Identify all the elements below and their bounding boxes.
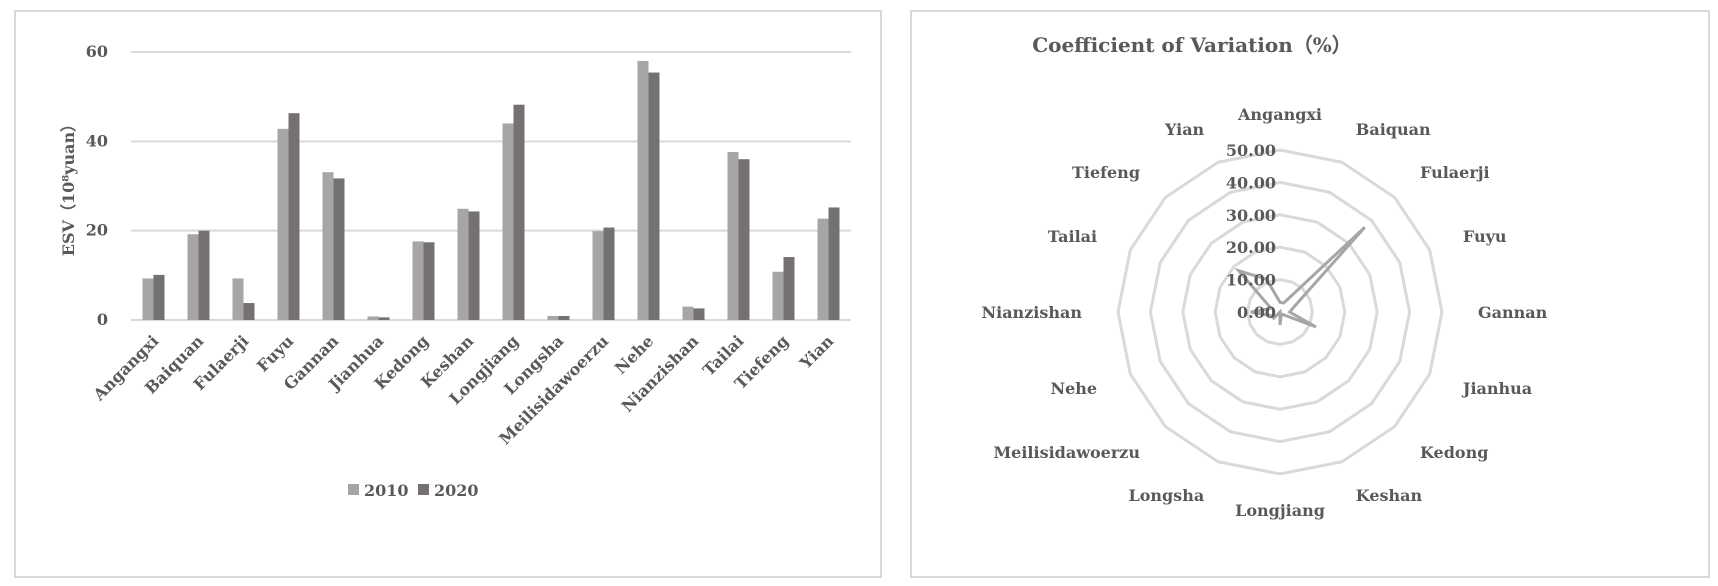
radar-category-label: Yian bbox=[1164, 120, 1205, 139]
legend-label: 2020 bbox=[434, 481, 479, 500]
bar-2010 bbox=[637, 60, 649, 320]
bar-2010 bbox=[592, 231, 604, 320]
radar-category-label: Nianzishan bbox=[981, 303, 1082, 322]
bar-2010 bbox=[277, 128, 289, 320]
radar-category-label: Tiefeng bbox=[1072, 163, 1140, 182]
radar-category-label: Longsha bbox=[1128, 486, 1204, 505]
bar-2020 bbox=[603, 227, 615, 320]
radar-category-label: Fuyu bbox=[1463, 227, 1507, 246]
bar-2020 bbox=[423, 242, 435, 320]
radar-chart-panel: Coefficient of Variation（%） 0.00 10.00 20.0… bbox=[910, 10, 1710, 578]
radar-category-label: Meilisidawoerzu bbox=[993, 443, 1140, 462]
radar-category-label: Baiquan bbox=[1356, 120, 1431, 139]
legend-swatch bbox=[418, 484, 429, 495]
bar-2010 bbox=[817, 218, 829, 320]
x-tick-label: Yian bbox=[795, 331, 837, 373]
bar-2020 bbox=[333, 178, 345, 320]
bar-2010 bbox=[322, 172, 334, 320]
bar-2020 bbox=[738, 159, 750, 320]
radar-category-label: Gannan bbox=[1478, 303, 1548, 322]
bar-2010 bbox=[772, 271, 784, 320]
y-tick-label: 60 bbox=[86, 42, 108, 61]
y-tick-label: 0 bbox=[97, 310, 108, 329]
radial-tick-label: 10.00 bbox=[1226, 271, 1276, 290]
chart-title: Coefficient of Variation（%） bbox=[1032, 33, 1352, 57]
radar-ring bbox=[1148, 180, 1412, 444]
bar-2010 bbox=[187, 234, 199, 320]
bar-2010 bbox=[682, 306, 694, 320]
y-tick-label: 20 bbox=[86, 221, 108, 240]
bar-2020 bbox=[378, 317, 390, 320]
radar-chart: Coefficient of Variation（%） 0.00 10.00 20.0… bbox=[981, 33, 1548, 520]
bar-2020 bbox=[243, 303, 255, 320]
radar-category-label: Tailai bbox=[1048, 227, 1097, 246]
radar-category-label: Kedong bbox=[1420, 443, 1488, 462]
bar-2020 bbox=[288, 113, 300, 321]
y-tick-label: 40 bbox=[86, 131, 108, 150]
bar-2010 bbox=[727, 152, 739, 320]
bar-2020 bbox=[648, 72, 660, 320]
radial-tick-label: 50.00 bbox=[1226, 141, 1276, 160]
radar-category-label: Angangxi bbox=[1237, 105, 1322, 124]
radar-category-label: Nehe bbox=[1050, 379, 1097, 398]
legend-swatch bbox=[348, 484, 359, 495]
bar-2020 bbox=[693, 308, 705, 320]
bar-2020 bbox=[828, 207, 840, 320]
radial-tick-label: 20.00 bbox=[1226, 238, 1276, 257]
radar-category-label: Keshan bbox=[1356, 486, 1423, 505]
bar-chart: 0204060ESV（10⁸yuan）AngangxiBaiquanFulaer… bbox=[59, 42, 851, 500]
bar-2020 bbox=[468, 211, 480, 320]
bar-2020 bbox=[153, 274, 165, 320]
radar-category-label: Jianhua bbox=[1461, 379, 1532, 398]
bar-2010 bbox=[142, 278, 154, 320]
bar-2010 bbox=[232, 278, 244, 320]
bar-2020 bbox=[513, 104, 525, 320]
y-axis-label: ESV（10⁸yuan） bbox=[59, 116, 78, 256]
bar-2010 bbox=[502, 123, 514, 320]
bar-2020 bbox=[198, 230, 210, 320]
radial-tick-label: 40.00 bbox=[1226, 173, 1276, 192]
radar-ring bbox=[1246, 278, 1314, 346]
bar-2020 bbox=[783, 257, 795, 320]
bar-chart-panel: 0 20 40 60 ESV（10⁸yuan） Angangxi Baiquan Fulaer… bbox=[14, 10, 882, 578]
radial-tick-label: 30.00 bbox=[1226, 206, 1276, 225]
radar-series bbox=[1234, 226, 1366, 329]
bar-2010 bbox=[457, 208, 469, 320]
radar-ring bbox=[1181, 213, 1379, 411]
radial-tick-label: 0.00 bbox=[1237, 303, 1276, 322]
bar-2020 bbox=[558, 315, 570, 320]
radar-ring bbox=[1116, 148, 1444, 476]
legend-label: 2010 bbox=[364, 481, 409, 500]
bar-2010 bbox=[412, 241, 424, 320]
radar-category-label: Longjiang bbox=[1235, 501, 1325, 520]
radar-category-label: Fulaerji bbox=[1420, 163, 1490, 182]
bar-2010 bbox=[367, 316, 379, 320]
bar-2010 bbox=[547, 315, 559, 320]
radar-ring bbox=[1213, 245, 1347, 379]
